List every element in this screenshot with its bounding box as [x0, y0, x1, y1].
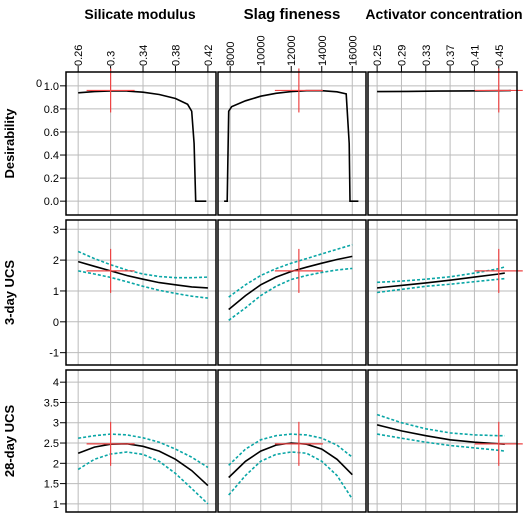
row-title-28-day-ucs: 28-day UCS	[2, 405, 17, 478]
x-tick-label-slag-fineness: 10000	[256, 35, 268, 66]
row-title-desirability: Desirability	[2, 108, 17, 179]
y-tick-label-28-day-ucs: 1.5	[44, 479, 59, 491]
x-tick-label-activator-concentration: 0.41	[469, 45, 481, 66]
panel-frame	[367, 369, 518, 513]
y-tick-label-3-day-ucs: 3	[53, 224, 59, 236]
y-tick-label-3-day-ucs: -1	[49, 348, 59, 360]
row-title-3-day-ucs: 3-day UCS	[2, 260, 17, 325]
lower-bound-line	[78, 270, 208, 299]
y-tick-label-desirability: 0.2	[44, 173, 59, 185]
column-title-activator-concentration: Activator concentration	[365, 6, 522, 22]
x-tick-label-activator-concentration: 0.45	[494, 45, 506, 66]
x-tick-label-silicate-modulus: 0.34	[138, 45, 150, 66]
x-tick-label-silicate-modulus: 0.26	[73, 45, 85, 66]
fit-line	[78, 90, 207, 202]
x-tick-label-activator-concentration: 0.29	[396, 45, 408, 66]
column-titles: Silicate modulus Slag fineness Activator…	[84, 6, 522, 23]
panel-frame	[367, 219, 518, 366]
column-title-silicate-modulus: Silicate modulus	[84, 6, 195, 22]
y-tick-label-28-day-ucs: 3	[53, 418, 59, 430]
panel-3-day-ucs-slag-fineness	[217, 219, 367, 366]
upper-bound-line	[377, 266, 506, 284]
panel-desirability-silicate-modulus	[65, 68, 217, 216]
fit-line	[228, 442, 353, 479]
panel-frame	[65, 369, 217, 513]
y-tick-label-3-day-ucs: 2	[53, 255, 59, 267]
y-tick-label-3-day-ucs: 0	[53, 317, 59, 329]
y-tick-label-desirability: 0.0	[44, 196, 59, 208]
panel-desirability-activator-concentration	[367, 68, 523, 216]
y-tick-label-28-day-ucs: 3.5	[44, 397, 59, 409]
y-tick-label-3-day-ucs: 1	[53, 286, 59, 298]
x-tick-label-slag-fineness: 16000	[347, 35, 359, 66]
upper-bound-line	[228, 433, 353, 466]
y-tick-label-28-day-ucs: 1	[53, 499, 59, 511]
y-tick-label-top-desirability: 0	[36, 78, 42, 90]
panel-desirability-slag-fineness	[217, 68, 367, 216]
x-tick-label-activator-concentration: 0.33	[421, 45, 433, 66]
panel-frame	[65, 219, 217, 366]
y-tick-label-28-day-ucs: 4	[53, 377, 59, 389]
panel-3-day-ucs-silicate-modulus	[65, 219, 217, 366]
lower-bound-line	[228, 451, 353, 500]
y-tick-label-desirability: 1.0	[44, 81, 59, 93]
column-title-slag-fineness: Slag fineness	[244, 6, 341, 23]
upper-bound-line	[228, 243, 353, 298]
x-tick-label-slag-fineness: 8000	[225, 42, 237, 66]
panel-28-day-ucs-slag-fineness	[217, 369, 367, 513]
upper-bound-line	[376, 413, 505, 437]
y-tick-label-28-day-ucs: 2.5	[44, 438, 59, 450]
lower-bound-line	[228, 267, 353, 321]
y-tick-label-desirability: 0.4	[44, 150, 59, 162]
lower-bound-line	[77, 451, 209, 505]
fit-line	[77, 442, 209, 487]
panel-frame	[367, 71, 518, 216]
fit-line	[377, 272, 505, 289]
panel-frame	[65, 71, 217, 216]
panel-28-day-ucs-activator-concentration	[367, 369, 523, 513]
x-tick-label-silicate-modulus: 0.3	[106, 51, 118, 66]
fit-line	[228, 255, 353, 311]
x-tick-label-slag-fineness: 12000	[286, 35, 298, 66]
panel-3-day-ucs-activator-concentration	[367, 219, 523, 366]
fit-line	[77, 260, 208, 289]
panel-28-day-ucs-silicate-modulus	[65, 369, 217, 513]
x-tick-label-silicate-modulus: 0.38	[170, 45, 182, 66]
x-tick-label-activator-concentration: 0.37	[445, 45, 457, 66]
y-tick-label-desirability: 0.6	[44, 127, 59, 139]
plot-area: 0.26 0.3 0.34 0.38 0.42 8000 10000 12000 14000 16…	[2, 35, 523, 513]
y-tick-label-28-day-ucs: 2	[53, 458, 59, 470]
panel-frame	[217, 369, 367, 513]
upper-bound-line	[77, 250, 208, 279]
upper-bound-line	[78, 433, 209, 469]
y-tick-label-desirability: 0.8	[44, 104, 59, 116]
x-tick-label-silicate-modulus: 0.42	[203, 45, 215, 66]
fit-line	[224, 89, 359, 202]
x-tick-label-activator-concentration: 0.25	[372, 45, 384, 66]
x-tick-label-slag-fineness: 14000	[317, 35, 329, 66]
panel-frame	[217, 71, 367, 216]
panel-frame	[217, 219, 367, 366]
